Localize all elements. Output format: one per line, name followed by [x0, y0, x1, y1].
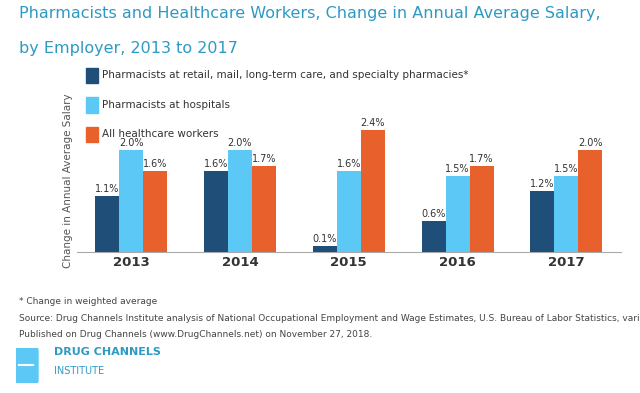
Bar — [119, 151, 143, 252]
Bar — [422, 221, 445, 252]
Bar — [445, 176, 470, 252]
Text: All healthcare workers: All healthcare workers — [102, 129, 219, 140]
Text: * Change in weighted average: * Change in weighted average — [19, 297, 157, 306]
Text: 2.0%: 2.0% — [228, 138, 252, 149]
Bar — [252, 165, 276, 252]
Text: 0.6%: 0.6% — [422, 209, 446, 219]
Text: 1.6%: 1.6% — [337, 159, 361, 169]
Bar — [531, 191, 554, 252]
Text: Published on Drug Channels (www.DrugChannels.net) on November 27, 2018.: Published on Drug Channels (www.DrugChan… — [19, 330, 372, 339]
Bar — [313, 246, 337, 252]
Text: 1.7%: 1.7% — [469, 154, 494, 163]
Text: 0.1%: 0.1% — [313, 235, 337, 244]
Bar — [95, 196, 119, 252]
Text: 1.1%: 1.1% — [95, 184, 120, 194]
Text: 1.5%: 1.5% — [554, 164, 579, 174]
Text: Source: Drug Channels Institute analysis of National Occupational Employment and: Source: Drug Channels Institute analysis… — [19, 314, 640, 323]
Bar — [470, 165, 493, 252]
Bar — [337, 171, 361, 252]
Text: 1.7%: 1.7% — [252, 154, 276, 163]
Text: 1.2%: 1.2% — [530, 179, 555, 189]
Text: 1.6%: 1.6% — [204, 159, 228, 169]
Text: 2.4%: 2.4% — [360, 118, 385, 128]
Bar — [554, 176, 579, 252]
FancyBboxPatch shape — [13, 344, 39, 387]
Bar — [361, 130, 385, 252]
Bar — [143, 171, 167, 252]
Text: 2.0%: 2.0% — [119, 138, 143, 149]
Text: by Employer, 2013 to 2017: by Employer, 2013 to 2017 — [19, 41, 238, 56]
Text: Pharmacists at hospitals: Pharmacists at hospitals — [102, 100, 230, 110]
Y-axis label: Change in Annual Average Salary: Change in Annual Average Salary — [63, 94, 72, 268]
Text: INSTITUTE: INSTITUTE — [54, 366, 104, 376]
Text: 1.5%: 1.5% — [445, 164, 470, 174]
Bar — [204, 171, 228, 252]
Text: DRUG CHANNELS: DRUG CHANNELS — [54, 347, 161, 357]
Text: Pharmacists at retail, mail, long-term care, and specialty pharmacies*: Pharmacists at retail, mail, long-term c… — [102, 70, 469, 81]
Text: Pharmacists and Healthcare Workers, Change in Annual Average Salary,: Pharmacists and Healthcare Workers, Chan… — [19, 6, 601, 21]
Bar — [228, 151, 252, 252]
Text: 2.0%: 2.0% — [578, 138, 603, 149]
Bar — [579, 151, 602, 252]
Text: 1.6%: 1.6% — [143, 159, 167, 169]
